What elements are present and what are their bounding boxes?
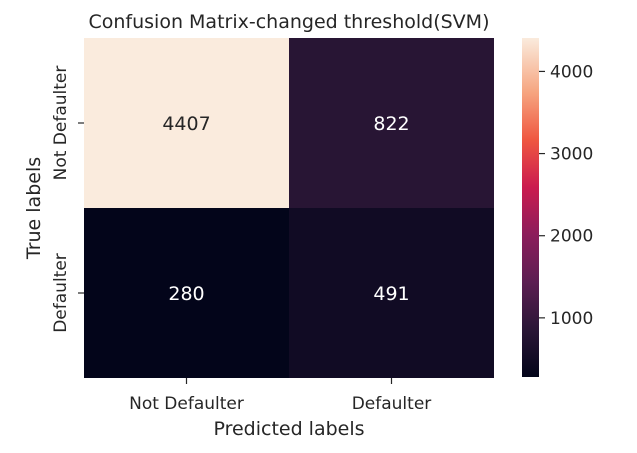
heatmap-cell-1-0	[84, 208, 289, 378]
cell-annotation-0-0: 4407	[162, 113, 210, 135]
heatmap-cells	[84, 38, 494, 378]
chart-title: Confusion Matrix-changed threshold(SVM)	[88, 11, 489, 33]
cell-annotation-1-1: 491	[373, 283, 409, 305]
y-axis-label: True labels	[23, 157, 45, 260]
heatmap-cell-0-1	[289, 38, 494, 208]
colorbar-tick-label-3: 4000	[550, 62, 593, 82]
colorbar-tick-label-1: 2000	[550, 227, 593, 247]
y-tick-label-0: Not Defaulter	[51, 66, 71, 181]
cell-annotation-1-0: 280	[168, 283, 204, 305]
x-tick-label-0: Not Defaulter	[129, 394, 244, 414]
colorbar	[522, 38, 539, 377]
cell-annotation-0-1: 822	[373, 113, 409, 135]
x-axis-label: Predicted labels	[213, 418, 364, 440]
colorbar-ticks: 1000 2000 3000 4000	[539, 62, 593, 329]
colorbar-tick-label-0: 1000	[550, 309, 593, 329]
cell-annotations: 4407 822 280 491	[162, 113, 409, 305]
y-axis: Not Defaulter Defaulter	[51, 66, 84, 333]
x-axis: Not Defaulter Defaulter	[129, 378, 431, 414]
y-tick-label-1: Defaulter	[51, 253, 71, 333]
heatmap-cell-1-1	[289, 208, 494, 378]
x-tick-label-1: Defaulter	[352, 394, 432, 414]
colorbar-tick-label-2: 3000	[550, 145, 593, 165]
heatmap-cell-0-0	[84, 38, 289, 208]
